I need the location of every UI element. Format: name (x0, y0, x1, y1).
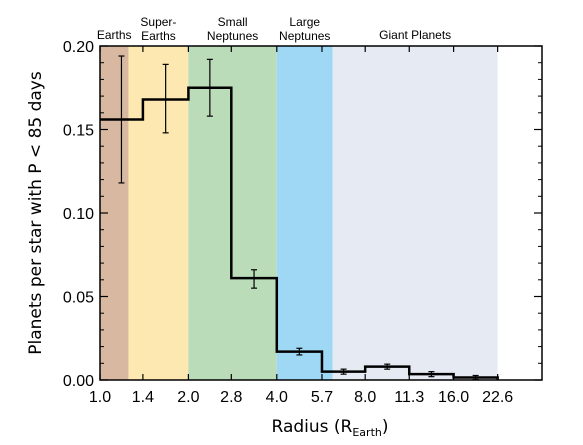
x-tick-label: 1.4 (132, 389, 154, 406)
error-bar (206, 58, 213, 117)
x-tick-label: 1.0 (89, 389, 111, 406)
region-band (332, 46, 498, 380)
region-band (276, 46, 333, 380)
axes: 1.0 1.4 2.0 2.8 4.0 5.7 8.0 11.3 16.0 22.6 0.00 0.0… (63, 39, 542, 406)
y-tick-label: 0.05 (63, 290, 94, 307)
region-label: Neptunes (207, 29, 258, 43)
region-label: Giant Planets (379, 28, 451, 42)
x-axis-title: Radius (REarth) (272, 417, 389, 439)
region-label: Small (218, 15, 248, 29)
y-tick-label: 0.20 (63, 39, 94, 56)
x-tick-label: 22.6 (482, 389, 513, 406)
y-tick-label: 0.10 (63, 206, 94, 223)
y-axis-title: Planets per star with P < 85 days (26, 71, 46, 355)
y-tick-label: 0.00 (63, 373, 94, 390)
region-bands (100, 46, 498, 380)
x-tick-label: 5.7 (311, 389, 333, 406)
region-label: Earths (97, 28, 132, 42)
x-tick-label: 2.8 (220, 389, 242, 406)
error-bar (384, 363, 391, 370)
region-band (128, 46, 189, 380)
region-label: Super- (140, 15, 176, 29)
x-tick-label: 2.0 (177, 389, 199, 406)
region-label: Neptunes (279, 29, 330, 43)
x-tick-label: 4.0 (266, 389, 288, 406)
error-bar (428, 371, 435, 378)
x-tick-label: 16.0 (438, 389, 469, 406)
region-labels: EarthsSuper-EarthsSmallNeptunesLargeNept… (97, 15, 451, 43)
error-bar (118, 55, 125, 184)
error-bar (162, 63, 169, 134)
y-tick-label: 0.15 (63, 123, 94, 140)
error-bar (340, 368, 347, 375)
error-bar (296, 347, 303, 356)
region-band (188, 46, 277, 380)
error-bar (251, 269, 258, 289)
x-tick-label: 8.0 (354, 389, 376, 406)
x-tick-label: 11.3 (394, 389, 424, 406)
error-bars (118, 55, 479, 381)
x-axis-title-subscript: Earth (352, 426, 382, 439)
region-label: Earths (141, 29, 176, 43)
region-label: Large (289, 15, 320, 29)
